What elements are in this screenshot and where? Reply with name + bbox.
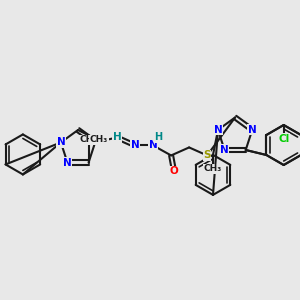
Text: N: N — [248, 125, 256, 135]
Text: N: N — [214, 125, 222, 135]
Text: H: H — [113, 132, 122, 142]
Text: N: N — [149, 140, 158, 150]
Text: N: N — [63, 158, 72, 168]
Text: CH₃: CH₃ — [90, 136, 108, 145]
Text: N: N — [220, 145, 229, 155]
Text: N: N — [131, 140, 140, 150]
Text: CH₃: CH₃ — [80, 135, 98, 144]
Text: N: N — [56, 137, 65, 147]
Text: Cl: Cl — [278, 134, 289, 144]
Text: H: H — [154, 132, 162, 142]
Text: S: S — [203, 150, 211, 161]
Text: CH₃: CH₃ — [204, 164, 222, 173]
Text: O: O — [170, 167, 178, 176]
